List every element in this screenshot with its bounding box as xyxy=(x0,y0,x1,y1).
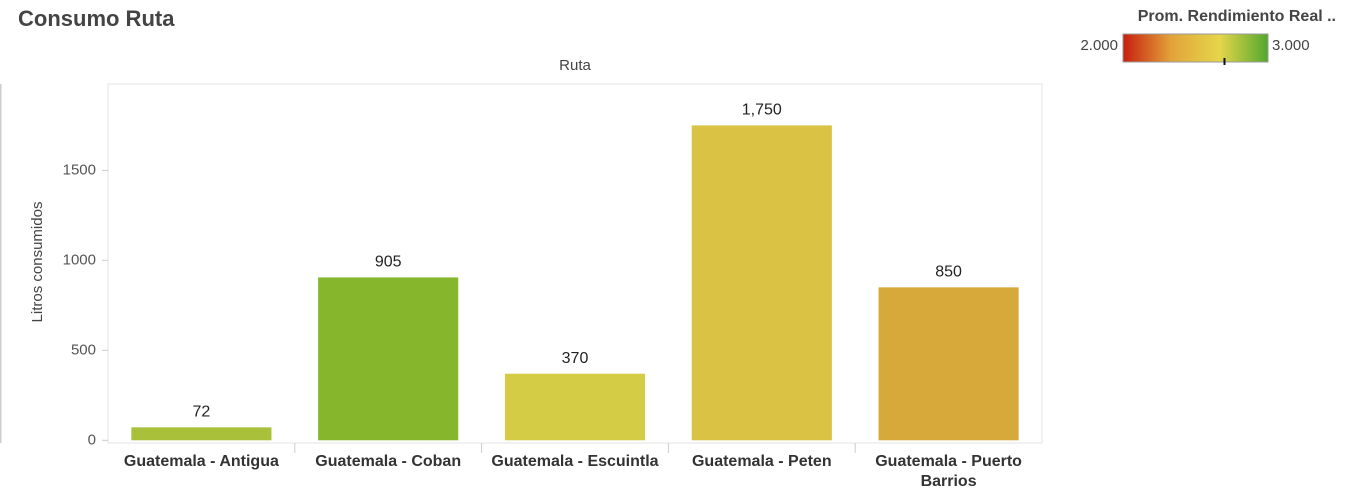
x-tick-label: Guatemala - Escuintla xyxy=(491,453,659,470)
bar xyxy=(318,277,459,441)
y-tick-label: 0 xyxy=(88,431,96,448)
y-tick-label: 1000 xyxy=(63,251,96,268)
legend-min: 2.000 xyxy=(1080,37,1118,54)
bar xyxy=(691,125,832,441)
x-tick-label: Guatemala - Coban xyxy=(315,453,462,470)
value-label: 905 xyxy=(375,254,402,271)
value-label: 370 xyxy=(562,350,589,367)
value-label: 850 xyxy=(935,264,962,281)
y-tick-label: 500 xyxy=(71,341,96,358)
x-tick-label: Guatemala - Antigua xyxy=(123,453,279,470)
y-axis-title: Litros consumidos xyxy=(29,202,46,323)
chart-title: Consumo Ruta xyxy=(18,6,175,31)
bar xyxy=(504,373,646,441)
x-tick-label: Guatemala - Peten xyxy=(691,453,832,470)
x-header: Ruta xyxy=(559,57,591,74)
y-tick-label: 1500 xyxy=(63,161,96,178)
value-label: 1,750 xyxy=(742,102,782,119)
legend-gradient xyxy=(1122,33,1269,63)
x-tick-label: Guatemala - Puerto Barrios xyxy=(875,453,1022,490)
plot-frame xyxy=(107,83,1043,444)
bar xyxy=(131,427,272,441)
legend-title: Prom. Rendimiento Real .. xyxy=(1138,8,1336,25)
legend-max: 3.000 xyxy=(1272,37,1310,54)
bar xyxy=(878,287,1019,441)
value-label: 72 xyxy=(193,404,211,421)
